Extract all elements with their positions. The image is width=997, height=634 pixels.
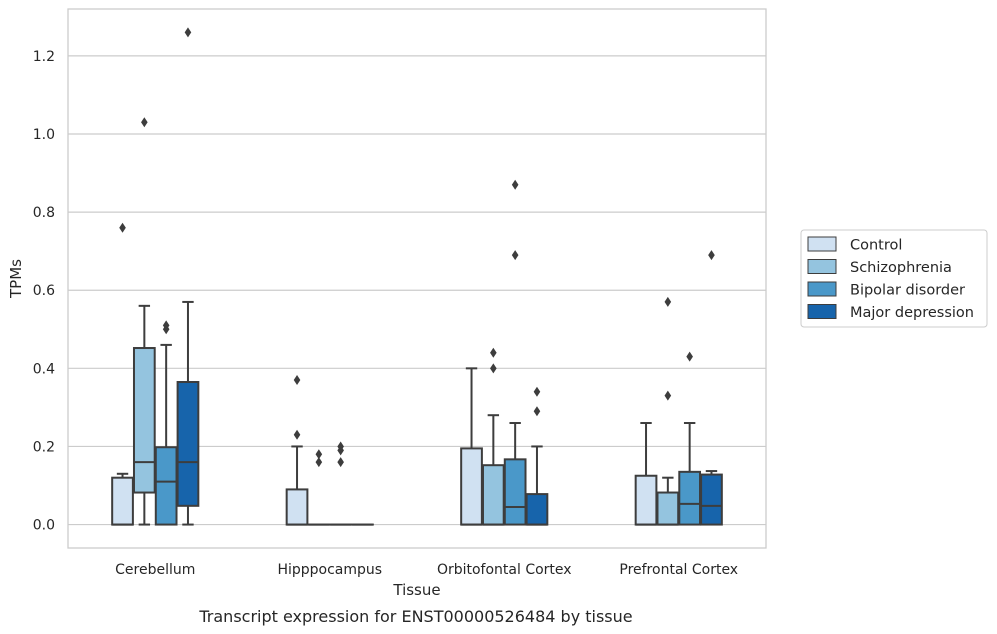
x-tick-label: Prefrontal Cortex <box>619 562 738 578</box>
box-body <box>154 446 178 526</box>
figure-caption: Transcript expression for ENST0000052648… <box>198 607 632 626</box>
box-body <box>176 381 200 507</box>
box-body <box>132 347 156 494</box>
legend-swatch <box>807 304 837 319</box>
legend-swatch <box>807 259 837 274</box>
y-tick-label: 0.8 <box>33 205 55 221</box>
box <box>634 422 658 526</box>
box-body <box>678 470 702 526</box>
outlier-point <box>337 457 344 468</box>
outlier-point <box>511 250 519 261</box>
box-body <box>503 458 527 526</box>
legend-item: Major depression <box>807 304 974 321</box>
box <box>307 449 331 526</box>
y-tick-label: 1.0 <box>33 127 55 143</box>
outlier-point <box>490 347 497 358</box>
legend-label: Major depression <box>850 305 974 321</box>
legend: Control Schizophrenia Bipolar disorder Majo… <box>800 229 988 328</box>
outlier-point <box>533 406 541 417</box>
y-axis-ticks: 0.0 0.2 0.4 0.6 0.8 1.0 1.2 <box>33 49 55 534</box>
box <box>700 250 723 526</box>
box <box>285 375 309 526</box>
outlier-point <box>293 429 301 440</box>
box-body <box>634 474 658 526</box>
y-tick-label: 0.0 <box>33 518 55 534</box>
box-body <box>460 447 483 526</box>
y-tick-label: 0.4 <box>33 361 55 377</box>
outlier-point <box>511 179 519 190</box>
legend-label: Control <box>850 238 902 254</box>
x-tick-label: Cerebellum <box>115 562 195 578</box>
x-axis-ticks: Cerebellum Hipppocampus Orbitofontal Corte… <box>115 562 738 578</box>
box-body <box>481 464 505 526</box>
y-tick-label: 0.6 <box>33 283 55 299</box>
outlier-point <box>533 386 541 397</box>
outlier-point <box>664 390 672 401</box>
legend-swatch <box>807 236 837 252</box>
y-tick-label: 1.2 <box>33 49 55 65</box>
legend-swatch <box>807 281 837 297</box>
box <box>503 179 527 526</box>
y-axis-label: TPMs <box>7 259 25 299</box>
outlier-point <box>184 27 192 38</box>
outlier-point <box>315 457 323 468</box>
legend-item: Schizophrenia <box>807 259 952 276</box>
outlier-point <box>490 363 497 374</box>
box <box>481 347 505 526</box>
box <box>176 27 200 526</box>
plot-area-frame <box>67 8 767 549</box>
legend-item: Control <box>807 236 902 254</box>
box-body <box>700 473 723 526</box>
outlier-point <box>141 117 148 128</box>
series-major-depression <box>176 27 723 526</box>
box-series <box>111 27 723 526</box>
x-tick-label: Hipppocampus <box>277 562 382 578</box>
outlier-point <box>119 222 126 233</box>
box-body <box>111 476 134 526</box>
box-body <box>525 493 549 526</box>
legend-item: Bipolar disorder <box>807 281 965 299</box>
x-tick-label: Orbitofontal Cortex <box>437 562 572 578</box>
outlier-point <box>293 375 301 386</box>
box-body <box>285 488 309 526</box>
legend-frame <box>800 229 988 328</box>
series-bipolar-disorder <box>154 179 702 526</box>
outlier-point <box>686 351 693 362</box>
y-tick-label: 0.2 <box>33 439 55 455</box>
series-control <box>111 222 658 526</box>
box <box>525 386 549 526</box>
x-axis-label: Tissue <box>392 581 440 599</box>
box <box>111 222 134 526</box>
box <box>329 441 353 526</box>
box <box>132 117 156 526</box>
outlier-point <box>162 320 170 331</box>
outlier-point <box>315 449 323 460</box>
outlier-point <box>664 296 672 307</box>
legend-label: Bipolar disorder <box>850 283 965 299</box>
box <box>678 351 702 526</box>
outlier-point <box>337 441 344 452</box>
series-schizophrenia <box>132 117 680 526</box>
legend-label: Schizophrenia <box>850 260 952 276</box>
box <box>656 296 680 526</box>
box <box>154 320 178 526</box>
box-body <box>656 491 680 526</box>
outlier-point <box>708 250 715 261</box>
box <box>460 367 483 526</box>
